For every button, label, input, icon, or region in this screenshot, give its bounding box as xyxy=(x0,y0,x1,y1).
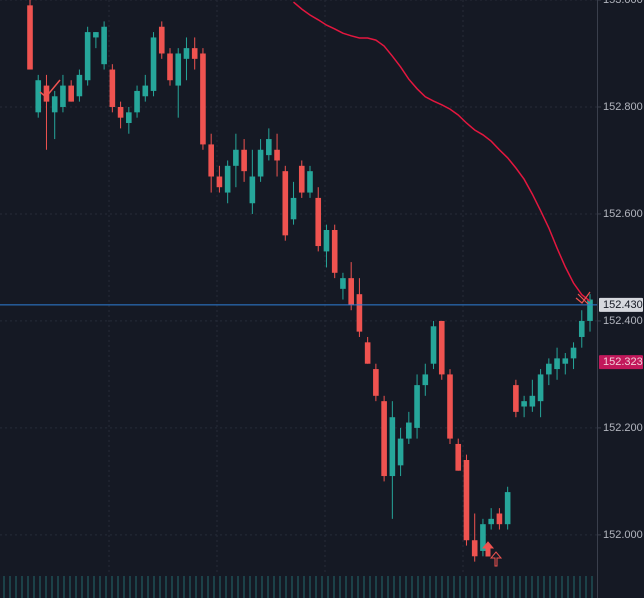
candle-body xyxy=(348,278,354,305)
candle-body xyxy=(562,358,569,364)
candle-body xyxy=(282,171,289,236)
candle-body xyxy=(298,165,305,193)
candle-body xyxy=(134,90,140,113)
candle-body xyxy=(167,53,173,81)
candle-body xyxy=(191,48,198,59)
price-label-box xyxy=(599,355,643,370)
candle-body xyxy=(389,417,396,477)
candle-body xyxy=(496,513,503,525)
trade-marker xyxy=(39,79,61,99)
candle-body xyxy=(233,149,239,166)
candle-body xyxy=(504,492,511,525)
candle-body xyxy=(323,230,330,252)
candle-body xyxy=(570,347,577,359)
y-tick-label: 152.800 xyxy=(603,101,643,113)
y-tick-label: 153.000 xyxy=(603,0,643,6)
candle-body xyxy=(126,112,132,124)
candle-body xyxy=(471,540,478,557)
candle-body xyxy=(529,395,536,407)
candle-body xyxy=(307,171,313,193)
candle-body xyxy=(208,144,214,177)
trade-marker xyxy=(481,541,495,557)
candle-body xyxy=(438,320,445,375)
candle-body xyxy=(142,85,149,97)
candle-body xyxy=(315,197,322,247)
candle-body xyxy=(224,165,231,193)
candle-body xyxy=(93,32,99,38)
moving-average-line xyxy=(293,1,591,302)
candle-body xyxy=(35,80,42,113)
candle-body xyxy=(397,438,404,466)
candle-body xyxy=(422,374,429,386)
candle-body xyxy=(488,518,494,525)
candle-body xyxy=(521,401,527,407)
candle-body xyxy=(513,385,519,412)
candle-body xyxy=(175,53,182,86)
candle-body xyxy=(274,149,280,161)
candle-body xyxy=(266,139,272,156)
candle-body xyxy=(158,26,165,54)
y-tick-label: 152.200 xyxy=(603,422,643,434)
candle-body xyxy=(200,53,206,145)
candle-body xyxy=(183,48,190,59)
candle-body xyxy=(101,26,107,65)
price-label: 152.323 xyxy=(603,356,643,368)
candle-body xyxy=(587,299,593,321)
candle-body xyxy=(60,85,66,107)
candle-body xyxy=(373,369,379,396)
trade-marker xyxy=(489,551,503,567)
candle-body xyxy=(241,149,247,172)
candle-body xyxy=(84,32,91,81)
price-label-box xyxy=(599,297,643,312)
candle-body xyxy=(578,320,585,337)
candle-body xyxy=(455,443,462,471)
candle-body xyxy=(430,326,437,364)
candle-body xyxy=(406,422,412,439)
candle-body xyxy=(27,5,33,70)
candle-body xyxy=(51,96,58,113)
candle-body xyxy=(249,176,256,204)
candle-body xyxy=(537,374,544,402)
candle-body xyxy=(546,363,552,375)
y-tick-label: 152.600 xyxy=(603,208,643,220)
candle-body xyxy=(381,401,387,477)
candle-body xyxy=(150,37,157,91)
candle-body xyxy=(68,85,74,102)
candle-body xyxy=(480,524,486,551)
candle-body xyxy=(257,149,264,177)
time-grid xyxy=(108,0,464,575)
candle-body xyxy=(290,197,297,220)
candle-body xyxy=(331,230,338,273)
candle-body xyxy=(447,374,453,439)
candle-body xyxy=(340,278,346,289)
candle-body xyxy=(414,385,420,428)
y-tick-label: 152.000 xyxy=(603,529,643,541)
candle-body xyxy=(216,176,223,188)
candle-body xyxy=(117,106,124,118)
candle-body xyxy=(356,294,363,332)
candle-body xyxy=(43,85,50,102)
candle-body xyxy=(76,74,83,97)
candle-body xyxy=(364,342,371,364)
candle-body xyxy=(109,69,116,107)
trade-marker xyxy=(575,291,591,305)
candle-body xyxy=(554,358,560,370)
y-tick-label: 152.400 xyxy=(603,315,643,327)
candle-body xyxy=(463,460,470,541)
price-label: 152.430 xyxy=(603,299,643,311)
